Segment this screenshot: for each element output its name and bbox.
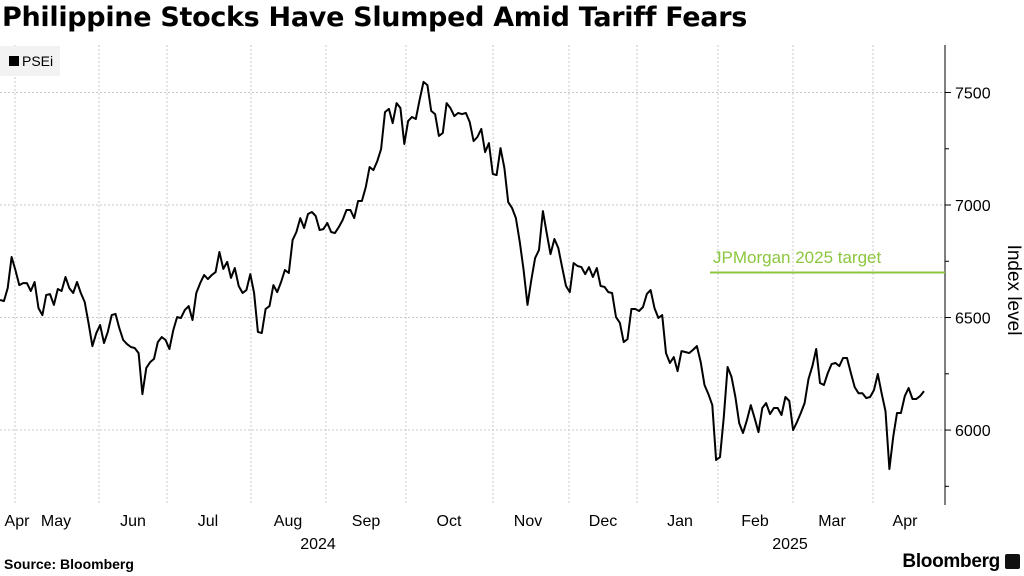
x-tick-label: Nov <box>514 513 542 530</box>
legend: PSEi <box>0 46 60 76</box>
x-tick-label: Jan <box>667 513 693 530</box>
series-line-psei <box>0 80 925 470</box>
x-tick-label: Mar <box>818 513 846 530</box>
legend-label-psei: PSEi <box>22 53 54 69</box>
target-annotation-label: JPMorgan 2025 target <box>713 248 882 267</box>
x-tick-label: Apr <box>893 513 919 530</box>
x-tick-label: Aug <box>274 513 302 530</box>
x-year-label: 2024 <box>300 536 336 553</box>
source-note: Source: Bloomberg <box>4 556 134 572</box>
legend-swatch-psei <box>9 56 19 66</box>
x-tick-label: Oct <box>437 513 462 530</box>
y-tick-label: 7500 <box>955 85 991 102</box>
y-tick-label: 6500 <box>955 311 991 328</box>
x-tick-label: Dec <box>589 513 617 530</box>
bloomberg-logo: Bloomberg <box>902 551 1000 572</box>
x-tick-label: Apr <box>5 513 31 530</box>
y-axis-label: Index level <box>1003 244 1024 336</box>
y-tick-label: 6000 <box>955 423 991 440</box>
x-tick-label: Feb <box>741 513 769 530</box>
x-tick-label: Jul <box>198 513 218 530</box>
bloomberg-terminal-icon <box>1005 554 1020 569</box>
x-tick-label: May <box>41 513 71 530</box>
chart-title: Philippine Stocks Have Slumped Amid Tari… <box>2 2 748 33</box>
x-year-label: 2025 <box>772 536 808 553</box>
x-tick-label: Jun <box>120 513 146 530</box>
x-tick-label: Sep <box>352 513 381 530</box>
y-tick-label: 7000 <box>955 198 991 215</box>
